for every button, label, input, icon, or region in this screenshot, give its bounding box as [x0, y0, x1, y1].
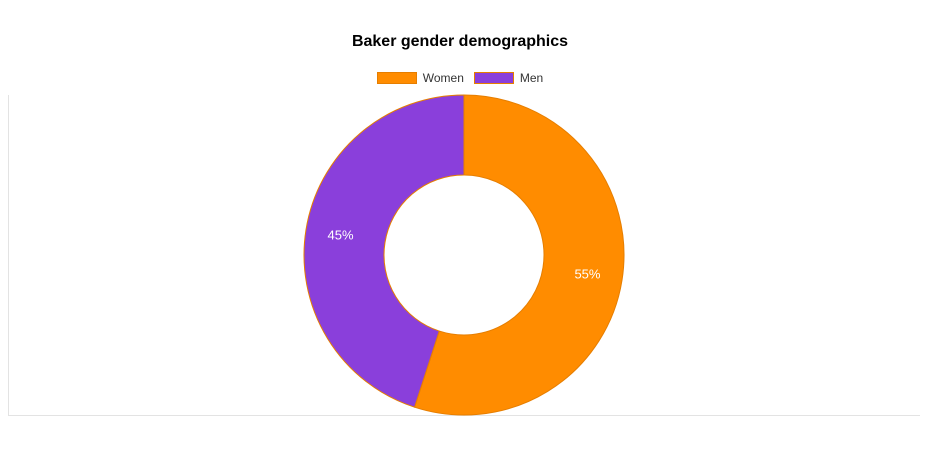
slice-label-women: 55% [574, 267, 600, 282]
legend-swatch-women [376, 72, 417, 84]
slice-men[interactable] [303, 94, 465, 408]
legend-label-women: Women [422, 71, 464, 85]
chart-legend: Women Men [0, 71, 920, 85]
slice-label-men: 45% [328, 227, 354, 242]
legend-label-men: Men [519, 71, 544, 85]
legend-swatch-men [473, 72, 514, 84]
legend-item-women[interactable]: Women [376, 71, 464, 85]
chart-title: Baker gender demographics [351, 33, 569, 50]
legend-item-men[interactable]: Men [473, 71, 544, 85]
slice-women[interactable] [413, 94, 625, 416]
